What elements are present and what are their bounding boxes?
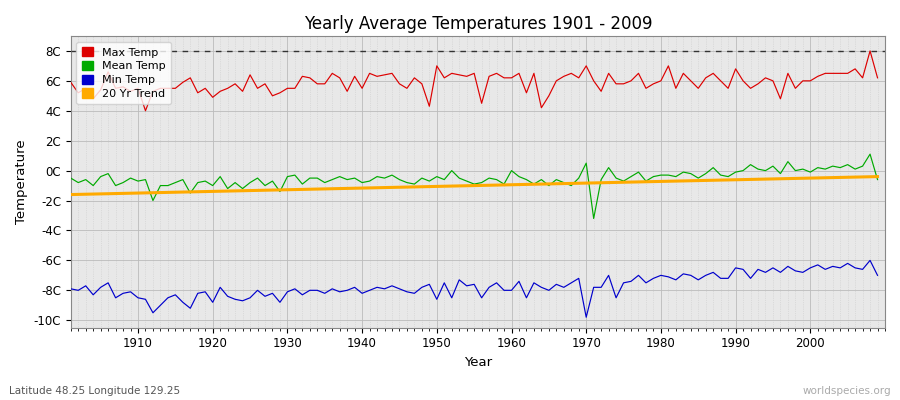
Y-axis label: Temperature: Temperature (15, 140, 28, 224)
Title: Yearly Average Temperatures 1901 - 2009: Yearly Average Temperatures 1901 - 2009 (303, 15, 652, 33)
Legend: Max Temp, Mean Temp, Min Temp, 20 Yr Trend: Max Temp, Mean Temp, Min Temp, 20 Yr Tre… (76, 42, 171, 104)
X-axis label: Year: Year (464, 356, 492, 369)
Text: Latitude 48.25 Longitude 129.25: Latitude 48.25 Longitude 129.25 (9, 386, 180, 396)
Text: worldspecies.org: worldspecies.org (803, 386, 891, 396)
